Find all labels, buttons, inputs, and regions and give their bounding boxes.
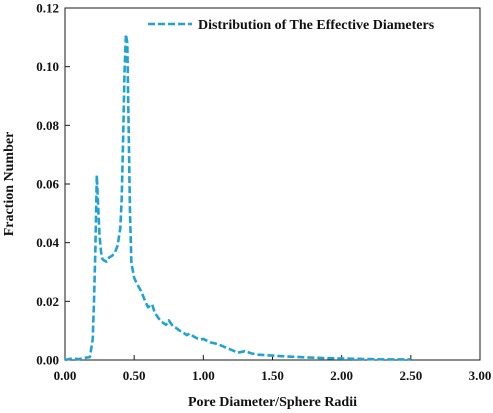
x-tick-label: 1.00: [192, 368, 215, 383]
legend-label: Distribution of The Effective Diameters: [198, 18, 435, 33]
series-layer: [64, 33, 411, 362]
x-axis-title: Pore Diameter/Sphere Radii: [188, 395, 357, 410]
y-axis: 0.00 0.02 0.04 0.06 0.08 0.10 0.12: [36, 1, 70, 368]
x-axis: 0.00 0.50 1.00 1.50 2.00 2.50 3.00: [54, 355, 492, 383]
y-axis-title: Fraction Number: [2, 132, 17, 237]
x-tick-label: 2.00: [330, 368, 353, 383]
y-tick-label: 0.00: [36, 353, 59, 368]
x-tick-label: 2.50: [399, 368, 422, 383]
series-line-0: [64, 33, 411, 362]
y-tick-label: 0.10: [36, 59, 59, 74]
x-tick-label: 0.00: [54, 368, 77, 383]
y-tick-label: 0.08: [36, 118, 59, 133]
legend: Distribution of The Effective Diameters: [148, 18, 435, 33]
y-tick-label: 0.12: [36, 1, 59, 16]
x-tick-label: 1.50: [261, 368, 284, 383]
y-tick-label: 0.04: [36, 235, 59, 250]
x-tick-label: 3.00: [469, 368, 492, 383]
x-tick-label: 0.50: [123, 368, 146, 383]
y-tick-label: 0.02: [36, 294, 59, 309]
y-tick-label: 0.06: [36, 177, 59, 192]
